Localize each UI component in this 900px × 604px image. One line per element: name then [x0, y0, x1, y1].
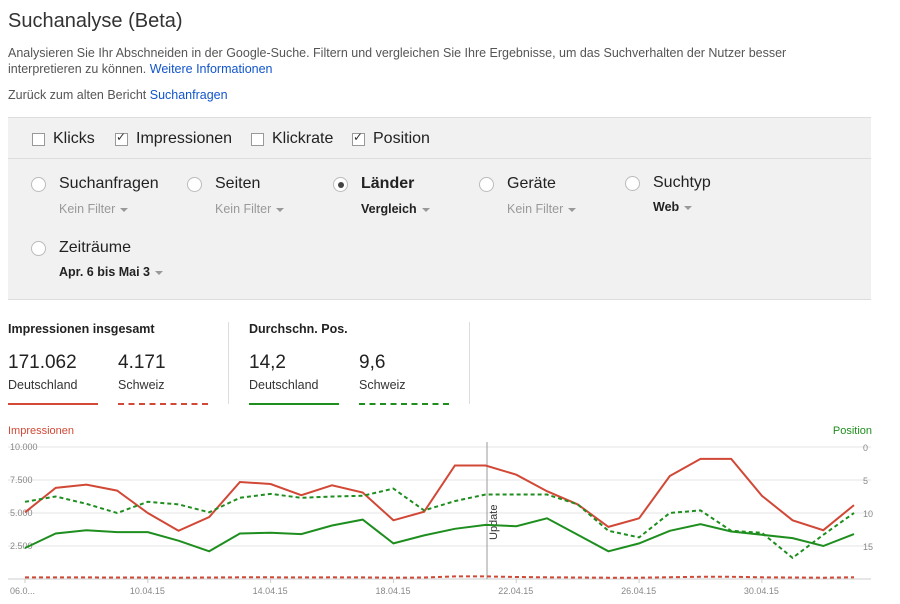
- filter-label: Vergleich: [361, 202, 417, 216]
- radio-date-ranges[interactable]: [31, 241, 46, 256]
- series-line-impressionen-deutschland: [24, 457, 855, 532]
- metric-label: Position: [373, 130, 430, 147]
- right-tick-label: 5: [863, 476, 868, 486]
- dimension-countries[interactable]: Länder: [361, 175, 415, 192]
- chevron-down-icon: [421, 207, 430, 212]
- checkbox-checked-icon[interactable]: [352, 130, 365, 146]
- legend-line-impressions-germany: [8, 403, 98, 405]
- search-queries-link[interactable]: Suchanfragen: [149, 88, 228, 102]
- filter-label: Apr. 6 bis Mai 3: [59, 265, 151, 279]
- impressions-label-germany: Deutschland: [8, 378, 78, 392]
- metric-checkbox-impressions[interactable]: Impressionen: [115, 130, 232, 148]
- series-line-position-schweiz: [24, 487, 855, 560]
- checkbox-icon[interactable]: [32, 132, 45, 146]
- stat-divider: [228, 322, 229, 404]
- chevron-down-icon: [276, 207, 285, 212]
- filter-label: Kein Filter: [215, 202, 272, 216]
- radio-search-queries[interactable]: [31, 177, 46, 192]
- impressions-label-switzerland: Schweiz: [118, 378, 165, 392]
- radio-devices[interactable]: [479, 177, 494, 192]
- dimension-filter-dropdown[interactable]: Kein Filter: [59, 202, 129, 216]
- impressions-value-switzerland: 4.171: [118, 352, 166, 373]
- position-label-germany: Deutschland: [249, 378, 319, 392]
- left-tick-label: 7.500: [10, 475, 33, 485]
- x-tick-label: 22.04.15: [498, 586, 533, 596]
- update-annotation-label: Update: [488, 505, 500, 540]
- impressions-total-header: Impressionen insgesamt: [8, 322, 155, 336]
- chevron-down-icon: [568, 207, 577, 212]
- legend-line-impressions-switzerland: [118, 403, 208, 405]
- chevron-down-icon: [684, 205, 693, 210]
- back-to-old-report: Zurück zum alten Bericht Suchanfragen: [8, 88, 228, 102]
- metric-checkbox-ctr[interactable]: Klickrate: [251, 130, 333, 148]
- dimension-search-queries[interactable]: Suchanfragen: [59, 175, 159, 192]
- more-info-link[interactable]: Weitere Informationen: [149, 62, 273, 76]
- x-tick-label: 14.04.15: [253, 586, 288, 596]
- stat-divider: [469, 322, 470, 404]
- metric-label: Klickrate: [272, 130, 334, 147]
- filter-panel: Klicks Impressionen Klickrate Position S…: [8, 117, 871, 300]
- metric-checkbox-clicks[interactable]: Klicks: [32, 130, 95, 148]
- x-tick-label: 30.04.15: [744, 586, 779, 596]
- checkbox-icon[interactable]: [251, 132, 264, 146]
- metric-checkbox-row: Klicks Impressionen Klickrate Position: [8, 118, 871, 159]
- avg-position-header: Durchschn. Pos.: [249, 322, 348, 336]
- series-line-position-deutschland: [24, 517, 855, 553]
- legend-line-position-switzerland: [359, 403, 449, 405]
- legend-line-position-germany: [249, 403, 339, 405]
- dimension-date-ranges[interactable]: Zeiträume: [59, 239, 132, 256]
- dimension-filter-dropdown[interactable]: Vergleich: [361, 202, 430, 216]
- dimension-filter-dropdown[interactable]: Web: [653, 200, 693, 214]
- position-label-switzerland: Schweiz: [359, 378, 406, 392]
- description-text: Analysieren Sie Ihr Abschneiden in der G…: [8, 46, 787, 76]
- x-tick-label: 26.04.15: [621, 586, 656, 596]
- left-tick-label: 2.500: [10, 541, 33, 551]
- chevron-down-icon: [155, 270, 164, 275]
- right-tick-label: 0: [863, 443, 868, 453]
- page-title: Suchanalyse (Beta): [8, 10, 183, 32]
- dimension-devices[interactable]: Geräte: [507, 175, 556, 192]
- impressions-value-germany: 171.062: [8, 352, 77, 373]
- dimension-filter-dropdown[interactable]: Kein Filter: [215, 202, 285, 216]
- series-line-impressionen-schweiz: [25, 575, 855, 579]
- position-value-switzerland: 9,6: [359, 352, 386, 373]
- left-tick-label: 5.000: [10, 508, 33, 518]
- dimension-search-type[interactable]: Suchtyp: [653, 174, 711, 191]
- dimension-filter-dropdown[interactable]: Apr. 6 bis Mai 3: [59, 265, 164, 279]
- position-value-germany: 14,2: [249, 352, 286, 373]
- left-axis-label: Impressionen: [8, 425, 75, 437]
- filter-label: Web: [653, 200, 680, 214]
- metric-checkbox-position[interactable]: Position: [352, 130, 430, 148]
- right-axis-label: Position: [832, 425, 872, 437]
- x-tick-label: 06.0...: [10, 586, 35, 596]
- dimension-pages[interactable]: Seiten: [215, 175, 261, 192]
- metric-label: Impressionen: [136, 130, 233, 147]
- filter-label: Kein Filter: [59, 202, 116, 216]
- back-text: Zurück zum alten Bericht: [8, 88, 147, 102]
- dimension-filter-dropdown[interactable]: Kein Filter: [507, 202, 577, 216]
- checkbox-checked-icon[interactable]: [115, 130, 128, 146]
- chevron-down-icon: [120, 207, 129, 212]
- left-tick-label: 10.000: [10, 442, 38, 452]
- right-tick-label: 15: [863, 542, 873, 552]
- radio-countries[interactable]: [333, 177, 348, 192]
- metric-label: Klicks: [53, 130, 95, 147]
- radio-pages[interactable]: [187, 177, 202, 192]
- filter-label: Kein Filter: [507, 202, 564, 216]
- page-description: Analysieren Sie Ihr Abschneiden in der G…: [8, 45, 858, 77]
- x-tick-label: 10.04.15: [130, 586, 165, 596]
- right-tick-label: 10: [863, 509, 873, 519]
- radio-search-type[interactable]: [625, 176, 640, 191]
- x-tick-label: 18.04.15: [375, 586, 410, 596]
